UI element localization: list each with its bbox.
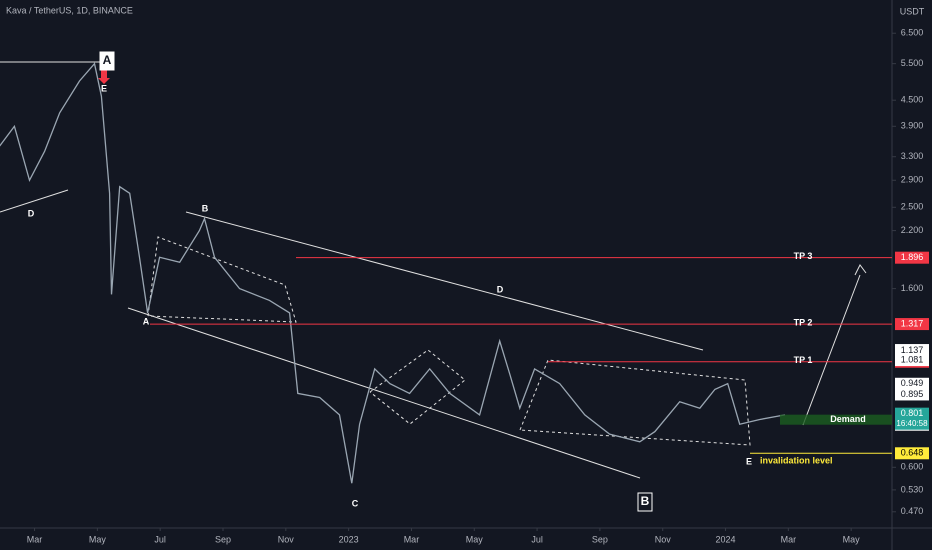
currency: USDT <box>900 6 925 16</box>
price-tag <box>895 388 929 401</box>
wave-box <box>637 492 653 512</box>
wave-label: C <box>352 498 359 508</box>
countdown: 16:40:58 <box>896 419 928 428</box>
last-price-tag <box>895 407 929 430</box>
level-label: TP 3 <box>794 251 813 261</box>
wave-label: A <box>143 316 150 326</box>
price-tag-label: 1.137 <box>901 345 924 355</box>
x-tick-label: Sep <box>592 534 608 544</box>
price-tag-label: 0.895 <box>901 389 924 399</box>
price-tag <box>895 318 929 331</box>
y-tick-label: 5.500 <box>901 58 924 68</box>
x-tick-label: 2024 <box>716 534 736 544</box>
price-tag-label: 0.648 <box>901 448 924 458</box>
y-tick-label: 2.500 <box>901 202 924 212</box>
x-tick-label: Nov <box>278 534 295 544</box>
price-tag-label: 0.949 <box>901 378 924 388</box>
price-tag <box>895 354 929 367</box>
y-tick-label: 0.600 <box>901 462 924 472</box>
y-tick-label: 0.470 <box>901 506 924 516</box>
level-label: TP 1 <box>794 355 813 365</box>
arrow-icon <box>98 70 110 84</box>
price-tag <box>895 447 929 460</box>
y-tick-label: 3.900 <box>901 121 924 131</box>
wave-label: D <box>28 208 35 218</box>
price-tag-label: 1.081 <box>901 354 924 364</box>
level-label: invalidation level <box>760 456 833 466</box>
price-tag <box>895 344 929 357</box>
wave-label: B <box>202 203 209 213</box>
price-line <box>0 62 786 484</box>
price-tag <box>895 377 929 390</box>
price-tag-label: 1.896 <box>901 252 924 262</box>
y-tick-label: 1.600 <box>901 283 924 293</box>
price-tag <box>895 251 929 264</box>
symbol-title: Kava / TetherUS, 1D, BINANCE <box>6 5 133 15</box>
wave-label: E <box>746 456 752 466</box>
demand-zone <box>780 414 892 425</box>
level-label: TP 2 <box>794 317 813 327</box>
x-tick-label: Mar <box>27 534 43 544</box>
x-tick-label: May <box>843 534 861 544</box>
x-tick-label: Nov <box>655 534 672 544</box>
x-tick-label: Mar <box>781 534 797 544</box>
y-tick-label: 2.200 <box>901 225 924 235</box>
last-price: 0.801 <box>901 408 924 418</box>
wave-label: D <box>497 284 504 294</box>
x-tick-label: Sep <box>215 534 231 544</box>
price-tag-label: 1.317 <box>901 318 924 328</box>
wave-label: B <box>641 494 650 508</box>
x-tick-label: 2023 <box>339 534 359 544</box>
wave-box <box>99 51 115 71</box>
x-tick-label: Jul <box>154 534 166 544</box>
demand-label: Demand <box>830 414 866 424</box>
x-tick-label: May <box>466 534 484 544</box>
y-tick-label: 3.300 <box>901 151 924 161</box>
y-tick-label: 2.900 <box>901 175 924 185</box>
x-tick-label: Jul <box>531 534 543 544</box>
y-tick-label: 6.500 <box>901 28 924 38</box>
x-tick-label: Mar <box>404 534 420 544</box>
y-tick-label: 4.500 <box>901 95 924 105</box>
drawings <box>0 61 867 479</box>
y-tick-label: 0.530 <box>901 484 924 494</box>
wave-label: E <box>101 83 107 93</box>
wave-label: A <box>103 53 112 67</box>
x-tick-label: May <box>89 534 107 544</box>
